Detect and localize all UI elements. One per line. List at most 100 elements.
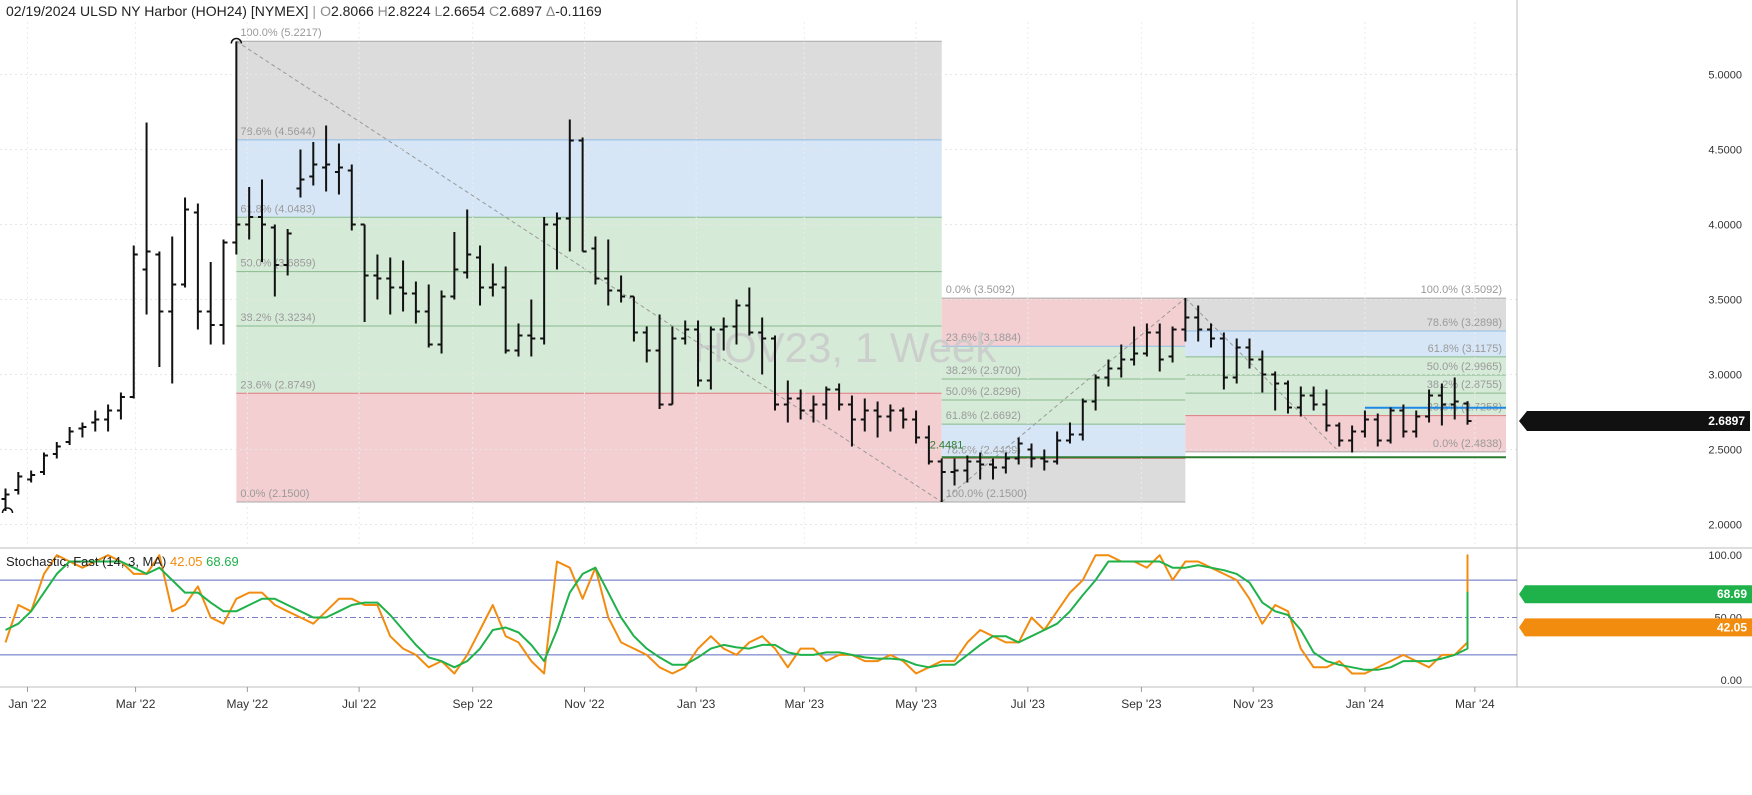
ohlc-bar <box>1360 410 1369 438</box>
ohlc-bar <box>1040 449 1049 471</box>
fib-zone <box>941 379 1186 401</box>
time-tick-label: Mar '24 <box>1455 697 1495 711</box>
stochastic-k-tag-label: 42.05 <box>1717 620 1747 634</box>
change-value: -0.1169 <box>555 3 602 19</box>
ohlc-bar <box>822 386 831 420</box>
fib-level-label: 78.6% (3.2898) <box>1427 317 1502 329</box>
low-value: 2.6654 <box>442 3 486 19</box>
ohlc-bar <box>1283 380 1292 414</box>
ohlc-bar <box>1091 374 1100 411</box>
fib-zone <box>1185 298 1507 332</box>
ohlc-bar <box>835 383 844 411</box>
fib-zone <box>1185 331 1507 357</box>
ohlc-bar <box>629 295 638 342</box>
stochastic-title: Stochastic, Fast (14, 3, MA) <box>6 554 170 569</box>
ohlc-bar <box>168 236 177 384</box>
stochastic-k-value: 42.05 <box>170 554 206 569</box>
ohlc-bar <box>78 422 87 438</box>
ohlc-bar <box>501 266 510 354</box>
fib-level-label: 0.0% (3.5092) <box>946 284 1015 296</box>
ohlc-bar <box>232 41 241 255</box>
ohlc-bar <box>617 275 626 303</box>
last-price-tag <box>1519 411 1750 432</box>
ohlc-bar <box>424 284 433 348</box>
ohlc-bar <box>1065 422 1074 444</box>
ohlc-bar <box>950 458 959 486</box>
ohlc-bar <box>578 137 587 253</box>
ohlc-bar <box>1130 326 1139 366</box>
ohlc-bar <box>1117 344 1126 378</box>
fib-zone <box>941 458 1186 502</box>
fib-zone <box>1185 356 1507 376</box>
price-axis: 5.0000 4.5000 4.0000 3.5000 3.0000 2.5000 2.00… <box>1519 70 1750 532</box>
stochastic-tick-label: 100.00 <box>1708 550 1742 562</box>
price-tick-label: 2.0000 <box>1708 520 1742 532</box>
ohlc-bar <box>1309 386 1318 411</box>
time-tick-label: Mar '23 <box>784 697 824 711</box>
ohlc-bar <box>283 229 292 276</box>
ohlc-bar <box>1373 413 1382 447</box>
time-tick-label: Nov '22 <box>564 697 605 711</box>
price-tick-label: 4.0000 <box>1708 220 1742 232</box>
ohlc-bar <box>399 260 408 312</box>
ohlc-bar <box>386 257 395 315</box>
fib-level-label: 50.0% (2.8296) <box>946 386 1021 398</box>
ohlc-bar <box>604 239 613 306</box>
low-marker <box>1 507 14 514</box>
ohlc-bar <box>27 470 36 483</box>
fib-level-label: 38.2% (3.3234) <box>240 312 315 324</box>
ohlc-bar <box>1412 410 1421 438</box>
time-tick-label: Jul '23 <box>1011 697 1046 711</box>
ohlc-bar <box>463 209 472 279</box>
ohlc-bar <box>1053 431 1062 465</box>
ohlc-bar <box>245 187 254 240</box>
ohlc-bar <box>886 404 895 432</box>
ohlc-bar <box>565 119 574 252</box>
ohlc-bar <box>476 245 485 306</box>
ohlc-bar <box>309 142 318 186</box>
ohlc-bar <box>1219 332 1228 390</box>
ohlc-bar <box>155 251 164 367</box>
time-tick-label: May '22 <box>227 697 269 711</box>
ohlc-bar <box>270 224 279 297</box>
fib-retracement-layer: 100.0% (5.2217) 78.6% (4.5644) 61.8% (4.04… <box>236 27 1507 503</box>
fib-zone <box>236 393 942 502</box>
ohlc-bar <box>1399 404 1408 438</box>
ohlc-bar <box>219 239 228 345</box>
ohlc-bar <box>1207 323 1216 348</box>
fib-trend-line <box>236 40 942 503</box>
fib-zone <box>236 41 942 140</box>
ohlc-bar <box>129 245 138 399</box>
ohlc-bar <box>745 287 754 336</box>
ohlc-bar <box>450 232 459 300</box>
ohlc-bar <box>1450 377 1459 420</box>
time-tick-label: Nov '23 <box>1233 697 1274 711</box>
ohlc-bar <box>104 404 113 432</box>
ohlc-bar <box>514 323 523 357</box>
change-label: Δ <box>545 3 556 19</box>
ohlc-bar <box>91 410 100 432</box>
stochastic-k-line <box>4 554 1469 675</box>
ohlc-bar <box>1348 425 1357 453</box>
ohlc-bar <box>1168 326 1177 363</box>
stochastic-d-tag-label: 68.69 <box>1717 587 1747 601</box>
ohlc-bar <box>322 125 331 192</box>
high-value: 2.8224 <box>387 3 431 19</box>
ohlc-bar <box>694 320 703 387</box>
fib-level-label: 23.6% (3.1884) <box>946 332 1021 344</box>
time-tick-label: Jan '22 <box>8 697 47 711</box>
ohlc-bars <box>1 37 1472 514</box>
fib-zone <box>941 400 1186 425</box>
ohlc-bar <box>847 395 856 447</box>
fib-level-label: 78.6% (2.4409) <box>946 444 1021 456</box>
ohlc-bar <box>706 326 715 390</box>
ohlc-bar <box>411 281 420 324</box>
close-value: 2.6897 <box>499 3 542 19</box>
ohlc-bar <box>1 488 10 511</box>
fib-zone <box>236 217 942 272</box>
ohlc-bar <box>1078 398 1087 441</box>
time-tick-label: Jul '22 <box>342 697 377 711</box>
fib-zone <box>1185 375 1507 394</box>
ohlc-bar <box>347 164 356 231</box>
